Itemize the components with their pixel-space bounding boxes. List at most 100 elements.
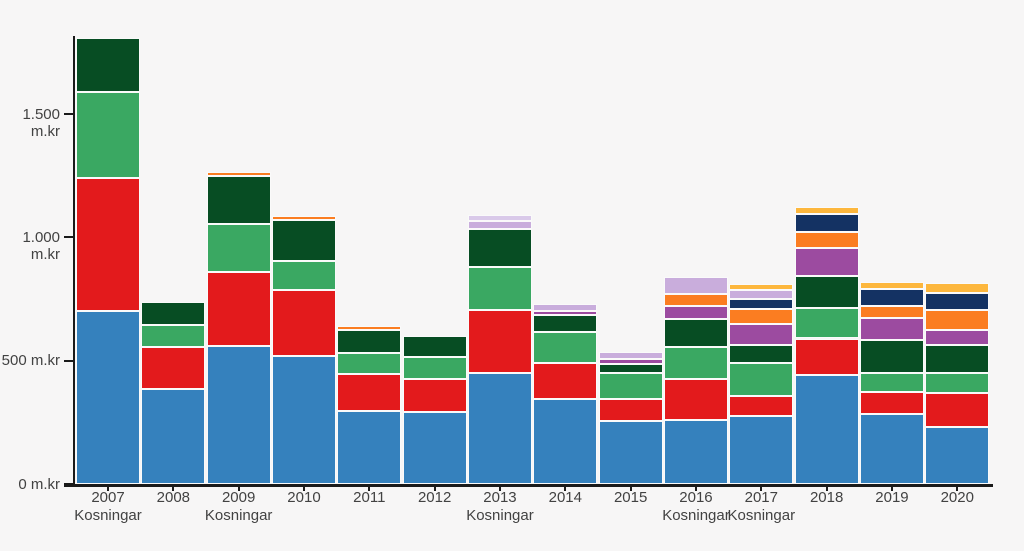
bar-segment-orange-2010[interactable]	[271, 216, 336, 221]
bar-segment-orange-2016[interactable]	[663, 294, 728, 307]
y-axis-tick-label: 500 m.kr	[1, 352, 60, 370]
bar-segment-orange-2019[interactable]	[859, 306, 924, 318]
bar-segment-green-2008[interactable]	[141, 324, 206, 348]
x-axis-tick	[302, 486, 305, 491]
bar-segment-dark-green-2008[interactable]	[141, 301, 206, 325]
bar-segment-dark-green-2017[interactable]	[729, 344, 794, 364]
bar-segment-green-2013[interactable]	[467, 266, 532, 311]
bar-segment-blue-2020[interactable]	[925, 427, 990, 484]
bar-segment-dark-green-2011[interactable]	[337, 329, 402, 354]
bar-segment-dark-green-2014[interactable]	[533, 315, 598, 333]
bar-segment-orange-2020[interactable]	[925, 310, 990, 330]
bar-segment-dark-green-2010[interactable]	[271, 220, 336, 261]
bar-segment-amber-2017[interactable]	[729, 284, 794, 291]
x-axis-label-2010: 2010	[287, 489, 321, 506]
bar-segment-red-2010[interactable]	[271, 290, 336, 356]
bar-segment-blue-2011[interactable]	[337, 411, 402, 484]
bar-segment-lavender-2013[interactable]	[467, 221, 532, 229]
bar-segment-purple-2016[interactable]	[663, 306, 728, 319]
bar-segment-blue-2012[interactable]	[402, 412, 467, 484]
x-axis-line	[64, 483, 993, 487]
bar-segment-lavender-2014[interactable]	[533, 303, 598, 312]
bar-segment-dark-green-2012[interactable]	[402, 336, 467, 357]
bar-segment-green-2020[interactable]	[925, 373, 990, 393]
bar-segment-red-2015[interactable]	[598, 398, 663, 422]
bar-segment-green-2019[interactable]	[859, 373, 924, 392]
bar-segment-dark-green-2015[interactable]	[598, 364, 663, 374]
bar-segment-blue-2008[interactable]	[141, 389, 206, 484]
bar-segment-red-2009[interactable]	[206, 271, 271, 346]
bar-segment-green-2017[interactable]	[729, 363, 794, 397]
x-axis-label-2020: 2020	[940, 489, 974, 506]
bar-segment-dark-green-2020[interactable]	[925, 344, 990, 373]
bar-segment-blue-2018[interactable]	[794, 375, 859, 484]
election-label-2009: Kosningar	[204, 507, 273, 524]
bar-segment-amber-2019[interactable]	[859, 281, 924, 290]
bar-segment-red-2013[interactable]	[467, 310, 532, 374]
bar-segment-red-2011[interactable]	[337, 374, 402, 412]
bar-segment-blue-2019[interactable]	[859, 413, 924, 484]
bar-segment-dark-green-2018[interactable]	[794, 275, 859, 308]
bar-segment-red-2014[interactable]	[533, 363, 598, 399]
x-axis-tick	[629, 486, 632, 491]
bar-segment-dark-green-2016[interactable]	[663, 318, 728, 348]
bar-segment-navy-2019[interactable]	[859, 289, 924, 307]
bar-segment-orange-2011[interactable]	[337, 326, 402, 330]
x-axis-label-2008: 2008	[156, 489, 191, 506]
bar-segment-green-2014[interactable]	[533, 332, 598, 364]
bar-segment-dark-green-2007[interactable]	[76, 37, 140, 92]
bar-segment-purple-2014[interactable]	[533, 311, 598, 316]
bar-segment-purple-2018[interactable]	[794, 248, 859, 276]
bar-segment-lavender-2016[interactable]	[663, 276, 728, 295]
bar-segment-blue-2007[interactable]	[76, 311, 140, 484]
bar-segment-green-2009[interactable]	[206, 223, 271, 272]
bar-segment-purple-2017[interactable]	[729, 323, 794, 345]
bar-segment-purple-2019[interactable]	[859, 317, 924, 340]
y-axis-tick-label: 1.500 m.kr	[22, 105, 60, 140]
bar-segment-navy-2018[interactable]	[794, 213, 859, 233]
bar-segment-red-2019[interactable]	[859, 391, 924, 414]
bar-segment-blue-2013[interactable]	[467, 373, 532, 484]
bar-segment-lavender-2015[interactable]	[598, 352, 663, 360]
bar-segment-blue-2009[interactable]	[206, 345, 271, 484]
election-label-2017: Kosningar	[727, 507, 796, 524]
bar-segment-green-2011[interactable]	[337, 353, 402, 375]
bar-segment-red-2007[interactable]	[76, 178, 140, 312]
bar-segment-green-2018[interactable]	[794, 307, 859, 339]
bar-segment-dark-green-2009[interactable]	[206, 175, 271, 224]
bar-segment-amber-2018[interactable]	[794, 206, 859, 214]
bar-segment-orange-2009[interactable]	[206, 172, 271, 176]
bar-segment-navy-2017[interactable]	[729, 299, 794, 309]
bar-segment-green-2010[interactable]	[271, 260, 336, 291]
election-label-2016: Kosningar	[662, 507, 730, 524]
bar-segment-red-2020[interactable]	[925, 392, 990, 428]
bar-segment-red-2017[interactable]	[729, 396, 794, 417]
bar-segment-orange-2018[interactable]	[794, 232, 859, 249]
bar-segment-red-2012[interactable]	[402, 379, 467, 413]
bar-segment-blue-2016[interactable]	[663, 419, 728, 484]
bar-segment-dark-green-2013[interactable]	[467, 228, 532, 267]
bar-segment-red-2018[interactable]	[794, 338, 859, 376]
bar-segment-dark-green-2019[interactable]	[859, 339, 924, 374]
bar-segment-blue-2010[interactable]	[271, 355, 336, 484]
bar-segment-blue-2015[interactable]	[598, 421, 663, 484]
bar-segment-lavender-2017[interactable]	[729, 290, 794, 300]
bar-segment-green-2012[interactable]	[402, 357, 467, 380]
y-axis-tick	[64, 359, 73, 362]
bar-segment-lavender-light-2013[interactable]	[467, 215, 532, 222]
bar-segment-green-2015[interactable]	[598, 373, 663, 399]
bar-segment-purple-2020[interactable]	[925, 329, 990, 345]
bar-segment-purple-2015[interactable]	[598, 359, 663, 365]
bar-segment-amber-2020[interactable]	[925, 283, 990, 293]
bar-segment-navy-2020[interactable]	[925, 292, 990, 311]
bar-segment-blue-2017[interactable]	[729, 416, 794, 484]
bar-segment-blue-2014[interactable]	[533, 398, 598, 484]
bar-segment-red-2008[interactable]	[141, 347, 206, 390]
bar-segment-green-2016[interactable]	[663, 347, 728, 380]
bar-segment-red-2016[interactable]	[663, 379, 728, 420]
x-axis-tick	[760, 486, 763, 491]
bar-segment-green-2007[interactable]	[76, 91, 140, 179]
bar-segment-orange-2017[interactable]	[729, 308, 794, 324]
x-axis-label-2013: 2013	[483, 489, 517, 506]
